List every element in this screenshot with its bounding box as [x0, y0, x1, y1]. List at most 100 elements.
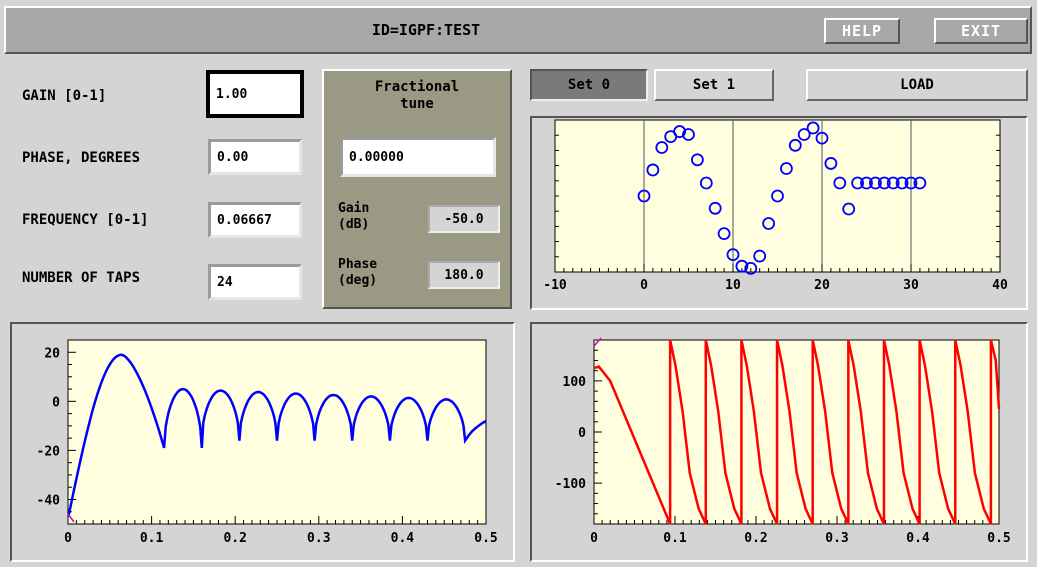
- magnitude-y-tick-label: -40: [37, 493, 61, 508]
- fractional-tune-input[interactable]: 0.00000: [340, 137, 496, 177]
- tap-coefficient-point: [851, 176, 864, 190]
- tap-coefficient-point: [913, 176, 927, 190]
- tap-coefficient-point: [646, 163, 660, 177]
- help-button[interactable]: HELP: [824, 18, 900, 44]
- tap-coefficient-point: [691, 153, 704, 167]
- tap-coefficient-point: [655, 141, 669, 154]
- taps-x-tick-label: 30: [903, 278, 919, 293]
- gain-label: GAIN [0-1]: [22, 88, 107, 104]
- tap-coefficient-point: [762, 217, 775, 230]
- window-title: ID=IGPF:TEST: [371, 21, 481, 39]
- taps-grid: [643, 120, 912, 272]
- tap-coefficient-point: [780, 162, 793, 175]
- tap-coefficient-point: [682, 128, 695, 141]
- fractional-tune-title: Fractional tune: [324, 79, 510, 113]
- gain-db-value: -50.0: [428, 205, 500, 233]
- magnitude-response-curve: [67, 353, 487, 517]
- frequency-input[interactable]: 0.06667: [208, 202, 302, 238]
- phase-deg-label-line1: Phase: [338, 257, 378, 272]
- gain-db-label-line2: (dB): [338, 217, 370, 232]
- tap-coefficient-point: [637, 189, 651, 203]
- tap-coefficient-point: [806, 121, 820, 135]
- set-0-button[interactable]: Set 0: [530, 69, 648, 101]
- magnitude-axis-ticks: [67, 339, 487, 525]
- tap-coefficient-point: [904, 176, 918, 190]
- phase-y-tick-label: -100: [555, 477, 586, 492]
- magnitude-y-tick-label: 20: [44, 346, 60, 361]
- phase-x-tick-label: 0.5: [987, 531, 1010, 546]
- set-1-button[interactable]: Set 1: [654, 69, 774, 101]
- tap-coefficient-point: [797, 128, 811, 141]
- tap-coefficient-point: [788, 138, 802, 152]
- magnitude-x-tick-label: 0.3: [307, 531, 330, 546]
- phase-x-tick-label: 0.2: [744, 531, 767, 546]
- phase-deg-label-line2: (deg): [338, 273, 378, 288]
- magnitude-y-tick-label: 0: [52, 395, 60, 410]
- taps-plot-area: [554, 119, 1001, 273]
- gain-db-label-line1: Gain: [338, 201, 370, 216]
- tap-coefficient-point: [860, 176, 873, 190]
- fractional-title-line1: Fractional: [374, 79, 460, 95]
- gain-db-label: Gain (dB): [338, 201, 369, 233]
- tap-coefficient-point: [699, 176, 713, 190]
- phase-chart: 0 0.1 0.2 0.3 0.4 0.5 100 0 -100: [555, 337, 1011, 546]
- phase-axis-tick-labels: 0 0.1 0.2 0.3 0.4 0.5 100 0 -100: [555, 375, 1011, 546]
- taps-x-tick-label: -10: [543, 278, 567, 293]
- taps-axis-ticks: [554, 119, 1001, 273]
- phase-x-tick-label: 0.1: [663, 531, 687, 546]
- tap-coefficient-point: [717, 227, 731, 241]
- tap-coefficient-point: [824, 157, 838, 170]
- phase-deg-value: 180.0: [428, 261, 500, 289]
- phase-x-tick-label: 0.3: [825, 531, 848, 546]
- magnitude-x-tick-label: 0.1: [140, 531, 164, 546]
- magnitude-x-tick-label: 0.4: [391, 531, 415, 546]
- phase-deg-label: Phase (deg): [338, 257, 377, 289]
- taps-points: [637, 121, 927, 275]
- exit-button[interactable]: EXIT: [934, 18, 1028, 44]
- fractional-tune-panel: Fractional tune 0.00000 Gain (dB) -50.0 …: [322, 69, 512, 309]
- tap-coefficient-point: [735, 259, 749, 273]
- taps-axis-tick-labels: -10 0 10 20 30 40: [543, 278, 1008, 293]
- tap-coefficient-point: [753, 249, 767, 263]
- phase-label: PHASE, DEGREES: [22, 150, 141, 166]
- taps-x-tick-label: 40: [992, 278, 1008, 293]
- magnitude-chart: 0 0.1 0.2 0.3 0.4 0.5 20 0 -20 -40: [37, 339, 498, 546]
- magnitude-y-tick-label: -20: [37, 444, 61, 459]
- tap-coefficient-point: [886, 176, 900, 190]
- phase-plot-area: [593, 339, 1000, 525]
- title-bar: ID=IGPF:TEST HELP EXIT: [4, 6, 1032, 54]
- tap-coefficient-point: [869, 176, 882, 190]
- phase-y-tick-label: 100: [563, 375, 587, 390]
- tap-coefficient-point: [726, 248, 740, 262]
- magnitude-x-tick-label: 0.5: [474, 531, 497, 546]
- phase-response-curve: [593, 339, 1001, 525]
- phase-input[interactable]: 0.00: [208, 139, 302, 175]
- tap-coefficient-point: [842, 202, 856, 216]
- fractional-title-line2: tune: [400, 96, 434, 112]
- phase-x-tick-label: 0: [590, 531, 598, 546]
- tap-coefficient-point: [673, 125, 686, 138]
- taps-x-tick-label: 10: [725, 278, 741, 293]
- frequency-label: FREQUENCY [0-1]: [22, 212, 149, 228]
- tap-coefficient-point: [833, 176, 847, 190]
- tap-coefficient-point: [895, 176, 909, 190]
- taps-x-tick-label: 20: [814, 278, 830, 293]
- tap-coefficient-point: [708, 201, 722, 215]
- magnitude-x-tick-label: 0.2: [223, 531, 246, 546]
- tap-coefficient-point: [877, 176, 891, 190]
- tap-coefficient-point: [815, 131, 829, 145]
- magnitude-cursor-marker: [67, 513, 75, 523]
- phase-cursor-marker: [593, 337, 602, 347]
- magnitude-x-tick-label: 0: [64, 531, 72, 546]
- load-button[interactable]: LOAD: [806, 69, 1028, 101]
- taps-label: NUMBER OF TAPS: [22, 270, 141, 286]
- tap-coefficient-point: [744, 261, 758, 275]
- tap-coefficient-point: [771, 189, 784, 203]
- taps-input[interactable]: 24: [208, 264, 302, 300]
- phase-y-tick-label: 0: [578, 426, 586, 441]
- phase-x-tick-label: 0.4: [906, 531, 930, 546]
- taps-chart: -10 0 10 20 30 40: [543, 119, 1008, 293]
- gain-input[interactable]: 1.00: [206, 70, 304, 118]
- taps-x-tick-label: 0: [640, 278, 648, 293]
